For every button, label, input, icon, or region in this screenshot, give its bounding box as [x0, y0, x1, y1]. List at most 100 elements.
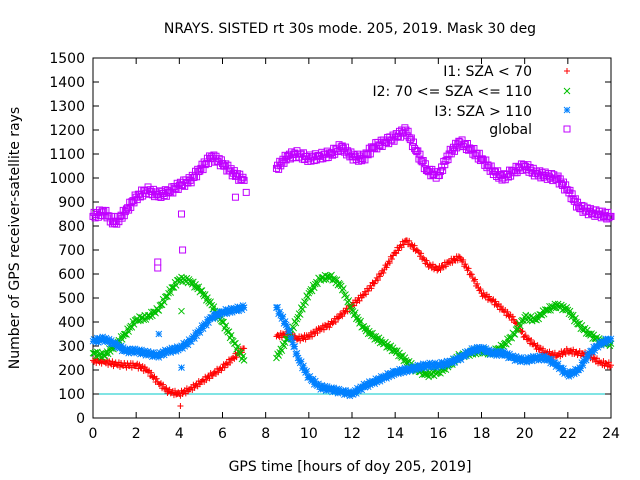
legend: I1: SZA < 70 I2: 70 <= SZA <= 110 I3: SZ… [372, 64, 571, 138]
legend-label-i3: I3: SZA > 110 [434, 104, 532, 120]
series-point [414, 247, 421, 254]
series-point [328, 271, 335, 279]
series-point [183, 178, 191, 186]
series-point [590, 354, 597, 361]
series-point [203, 377, 210, 384]
series-point [432, 263, 439, 270]
y-tick-label: 600 [58, 267, 85, 283]
series-point [606, 364, 613, 371]
series-point [606, 212, 614, 220]
series-point [567, 311, 575, 319]
y-tick-label: 1000 [49, 171, 85, 187]
series-point [145, 368, 152, 375]
series-point [562, 181, 570, 189]
y-tick-label: 0 [76, 411, 85, 427]
series-point [150, 374, 157, 381]
series-point [504, 308, 511, 315]
outlier-point [155, 330, 163, 338]
series-point [477, 286, 484, 293]
series-point [386, 259, 393, 266]
plot-frame [92, 57, 612, 419]
x-tick-label: 14 [386, 426, 404, 442]
series-point [508, 317, 515, 324]
series-point [449, 259, 456, 266]
series-point [442, 157, 450, 165]
legend-marker [563, 87, 571, 95]
series-point [205, 298, 212, 305]
series-point [292, 319, 300, 327]
series-point [162, 386, 169, 393]
y-tick-label: 200 [58, 363, 85, 379]
series-point [168, 284, 176, 291]
series-point [310, 284, 318, 292]
series-point [329, 320, 336, 327]
series-point [173, 276, 181, 284]
series-point [509, 313, 516, 320]
series-point [412, 146, 420, 154]
series-point [408, 241, 415, 248]
y-tick-label: 1100 [49, 147, 85, 163]
series-point [407, 134, 415, 142]
series-point [238, 306, 246, 314]
x-tick-label: 10 [300, 426, 318, 442]
series-point [605, 214, 613, 222]
series-point [390, 252, 397, 259]
series-point [423, 257, 430, 264]
series-point [160, 381, 167, 388]
legend-label-global: global [489, 122, 532, 138]
series-point [364, 151, 372, 159]
series-point [604, 208, 612, 216]
series-point [334, 315, 341, 322]
y-tick-label: 1300 [49, 99, 85, 115]
series-layer [89, 124, 615, 409]
series-point [340, 285, 347, 292]
series-point [436, 167, 444, 175]
series-point [167, 289, 175, 296]
series-point [293, 315, 301, 323]
series-3 [89, 302, 615, 400]
series-point [406, 237, 413, 244]
series-point [395, 247, 402, 254]
x-tick-label: 18 [473, 426, 491, 442]
series-point [531, 340, 538, 347]
series-point [187, 279, 195, 286]
series-point [209, 372, 216, 379]
series-point [308, 287, 316, 295]
series-point [579, 361, 587, 369]
series-point [336, 281, 344, 288]
x-tick-label: 16 [429, 426, 447, 442]
series-2 [89, 271, 615, 381]
legend-marker [563, 125, 571, 133]
series-point [204, 294, 211, 302]
series-point [303, 367, 311, 375]
outlier-point [154, 264, 162, 272]
series-point [358, 294, 365, 301]
x-tick-label: 2 [132, 426, 141, 442]
series-point [302, 299, 309, 306]
series-point [534, 342, 541, 349]
legend-marker [564, 68, 570, 74]
x-tick-label: 6 [218, 426, 227, 442]
series-point [574, 320, 581, 328]
series-point [120, 330, 128, 338]
x-tick-label: 20 [516, 426, 534, 442]
series-point [221, 364, 228, 371]
series-point [237, 349, 245, 357]
series-point [566, 307, 574, 315]
series-point [290, 324, 298, 332]
series-point [418, 250, 425, 257]
series-point [463, 139, 471, 147]
series-point [120, 363, 127, 370]
series-point [356, 297, 363, 304]
series-4 [89, 124, 615, 228]
data-point [521, 333, 528, 340]
series-point [480, 289, 487, 296]
y-tick-label: 1500 [49, 51, 85, 67]
series-point [593, 355, 600, 362]
series-point [185, 276, 193, 283]
series-point [291, 343, 299, 350]
series-point [357, 317, 364, 325]
series-point [120, 212, 128, 220]
series-point [606, 337, 614, 345]
